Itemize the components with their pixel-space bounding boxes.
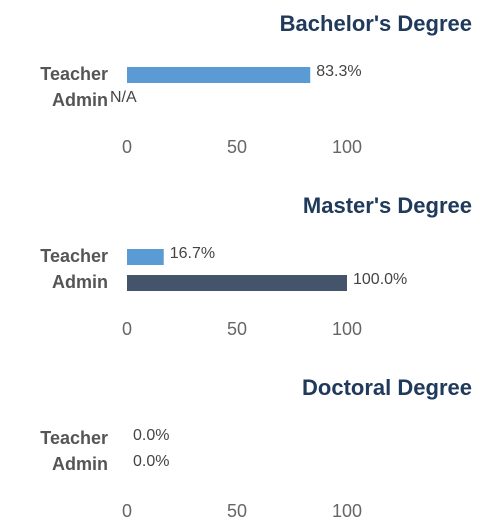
category-label: Teacher	[40, 246, 108, 266]
bar	[127, 67, 311, 83]
category-label: Teacher	[40, 64, 108, 84]
category-label: Admin	[52, 90, 108, 110]
value-label: N/A	[110, 89, 137, 106]
chart-title: Bachelor's Degree	[280, 11, 472, 36]
x-tick-label: 100	[332, 319, 362, 339]
value-label: 0.0%	[133, 453, 169, 470]
x-tick-label: 100	[332, 501, 362, 521]
x-tick-label: 100	[332, 137, 362, 157]
chart-title: Doctoral Degree	[302, 375, 472, 400]
bar	[127, 249, 164, 265]
x-tick-label: 50	[227, 137, 247, 157]
value-label: 83.3%	[316, 63, 361, 80]
value-label: 100.0%	[353, 271, 407, 288]
value-label: 0.0%	[133, 427, 169, 444]
x-tick-label: 0	[122, 137, 132, 157]
bar	[127, 275, 347, 291]
x-tick-label: 50	[227, 501, 247, 521]
value-label: 16.7%	[170, 245, 215, 262]
x-tick-label: 0	[122, 319, 132, 339]
category-label: Admin	[52, 272, 108, 292]
chart-title: Master's Degree	[303, 193, 472, 218]
x-tick-label: 0	[122, 501, 132, 521]
x-tick-label: 50	[227, 319, 247, 339]
category-label: Teacher	[40, 428, 108, 448]
category-label: Admin	[52, 454, 108, 474]
